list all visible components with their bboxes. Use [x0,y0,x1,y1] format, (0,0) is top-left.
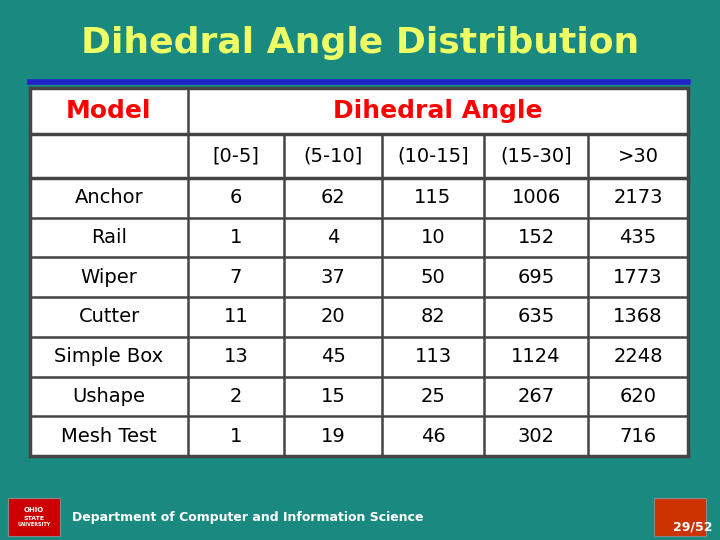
Text: 19: 19 [320,427,346,446]
Text: 4: 4 [327,228,339,247]
Text: 1: 1 [230,427,242,446]
Text: 2173: 2173 [613,188,662,207]
Text: >30: >30 [618,146,659,165]
Text: 635: 635 [518,307,554,327]
Text: 1124: 1124 [511,347,561,366]
Bar [30,88,688,456]
Text: 1006: 1006 [511,188,561,207]
Text: Cutter: Cutter [78,307,140,327]
Text: 45: 45 [320,347,346,366]
Text: STATE: STATE [24,516,45,521]
Text: (10-15]: (10-15] [397,146,469,165]
Text: Rail: Rail [91,228,127,247]
Text: 10: 10 [420,228,445,247]
Text: Department of Computer and Information Science: Department of Computer and Information S… [72,511,423,524]
Text: Dihedral Angle Distribution: Dihedral Angle Distribution [81,26,639,60]
Text: Dihedral Angle: Dihedral Angle [333,99,543,123]
Text: 62: 62 [320,188,346,207]
Text: 620: 620 [619,387,657,406]
Text: 46: 46 [420,427,446,446]
Text: 7: 7 [230,268,242,287]
Text: 435: 435 [619,228,657,247]
Text: 29/52: 29/52 [672,521,712,534]
Text: 1368: 1368 [613,307,662,327]
Text: [0-5]: [0-5] [212,146,259,165]
Text: Anchor: Anchor [75,188,143,207]
Text: 11: 11 [224,307,248,327]
Text: Wiper: Wiper [81,268,138,287]
Text: Simple Box: Simple Box [55,347,163,366]
Text: 6: 6 [230,188,242,207]
Text: Model: Model [66,99,152,123]
Text: 2: 2 [230,387,242,406]
Text: (15-30]: (15-30] [500,146,572,165]
Text: 20: 20 [320,307,346,327]
Text: 1: 1 [230,228,242,247]
Text: 25: 25 [420,387,446,406]
Text: 13: 13 [224,347,248,366]
Text: 37: 37 [320,268,346,287]
Text: OHIO: OHIO [24,507,44,513]
Text: 50: 50 [420,268,446,287]
Text: Ushape: Ushape [73,387,145,406]
Text: 113: 113 [415,347,451,366]
Text: (5-10]: (5-10] [303,146,363,165]
Text: Mesh Test: Mesh Test [61,427,157,446]
Text: 2248: 2248 [613,347,662,366]
Text: 115: 115 [415,188,451,207]
Text: 152: 152 [518,228,554,247]
Bar [654,498,706,536]
Text: 695: 695 [518,268,554,287]
Bar [8,498,60,536]
Text: 1773: 1773 [613,268,662,287]
Text: 716: 716 [619,427,657,446]
Text: 302: 302 [518,427,554,446]
Text: 15: 15 [320,387,346,406]
Text: 82: 82 [420,307,446,327]
Text: UNIVERSITY: UNIVERSITY [17,523,50,528]
Text: 267: 267 [518,387,554,406]
